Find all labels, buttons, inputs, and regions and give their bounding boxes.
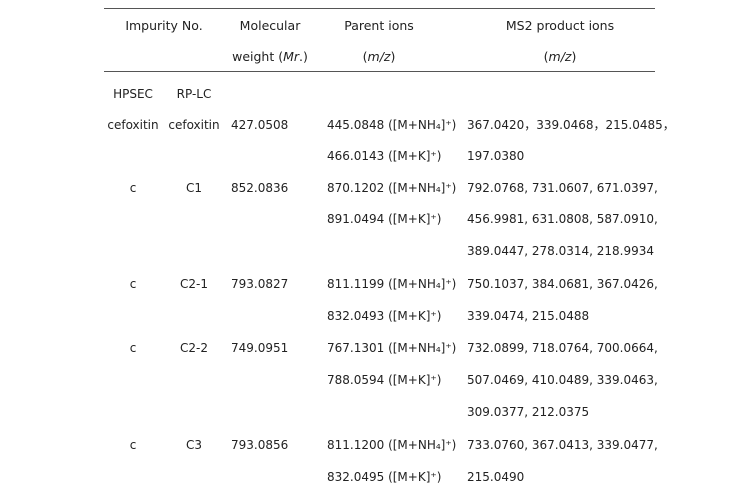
- subheader-rp-lc: RP-LC: [176, 87, 212, 101]
- header-ms2-unit: (m/z): [543, 49, 577, 64]
- row-c2-2-ms2-2: 507.0469, 410.0489, 339.0463,: [467, 373, 658, 387]
- table-header-rule: [104, 71, 655, 72]
- header-impurity-no: Impurity No.: [125, 18, 203, 33]
- row-c3-ms2-2: 215.0490: [467, 470, 525, 484]
- row-c2-2-ms2-1: 732.0899, 718.0764, 700.0664,: [467, 341, 658, 355]
- header-molecular-weight: weight (Mr.): [232, 49, 308, 64]
- row-cefoxitin-hpsec: cefoxitin: [107, 118, 159, 132]
- row-c3-rplc: C3: [185, 438, 203, 452]
- row-c3-mw: 793.0856: [231, 438, 289, 452]
- row-c2-1-ms2-1: 750.1037, 384.0681, 367.0426,: [467, 277, 658, 291]
- row-cefoxitin-mw: 427.0508: [231, 118, 289, 132]
- header-parent-ions-unit: (m/z): [362, 49, 396, 64]
- row-c3-hpsec: c: [129, 438, 137, 452]
- subheader-hpsec: HPSEC: [113, 87, 153, 101]
- row-cefoxitin-rplc: cefoxitin: [168, 118, 220, 132]
- row-cefoxitin-ms2-2: 197.0380: [467, 149, 525, 163]
- row-c2-2-hpsec: c: [129, 341, 137, 355]
- row-c2-1-mw: 793.0827: [231, 277, 289, 291]
- row-cefoxitin-ms2-1: 367.0420，339.0468，215.0485，: [467, 118, 675, 132]
- row-c2-2-parent-2: 788.0594 ([M+K]⁺): [327, 373, 442, 387]
- row-c1-ms2-3: 389.0447, 278.0314, 218.9934: [467, 244, 655, 258]
- header-parent-ions: Parent ions: [344, 18, 414, 33]
- row-c2-1-parent-2: 832.0493 ([M+K]⁺): [327, 309, 442, 323]
- row-c3-ms2-1: 733.0760, 367.0413, 339.0477,: [467, 438, 658, 452]
- row-c1-ms2-2: 456.9981, 631.0808, 587.0910,: [467, 212, 658, 226]
- row-c2-2-parent-1: 767.1301 ([M+NH₄]⁺): [327, 341, 457, 355]
- row-cefoxitin-parent-1: 445.0848 ([M+NH₄]⁺): [327, 118, 457, 132]
- row-c1-parent-1: 870.1202 ([M+NH₄]⁺): [327, 181, 457, 195]
- row-c2-2-mw: 749.0951: [231, 341, 289, 355]
- row-c2-2-rplc: C2-2: [180, 341, 208, 355]
- row-cefoxitin-parent-2: 466.0143 ([M+K]⁺): [327, 149, 442, 163]
- row-c1-hpsec: c: [129, 181, 137, 195]
- row-c2-1-ms2-2: 339.0474, 215.0488: [467, 309, 590, 323]
- row-c2-2-ms2-3: 309.0377, 212.0375: [467, 405, 590, 419]
- row-c2-1-rplc: C2-1: [180, 277, 208, 291]
- row-c1-rplc: C1: [185, 181, 203, 195]
- row-c3-parent-1: 811.1200 ([M+NH₄]⁺): [327, 438, 457, 452]
- header-ms2-product-ions: MS2 product ions: [505, 18, 615, 33]
- row-c1-parent-2: 891.0494 ([M+K]⁺): [327, 212, 442, 226]
- header-molecular: Molecular: [239, 18, 301, 33]
- row-c2-1-parent-1: 811.1199 ([M+NH₄]⁺): [327, 277, 457, 291]
- row-c1-ms2-1: 792.0768, 731.0607, 671.0397,: [467, 181, 658, 195]
- row-c3-parent-2: 832.0495 ([M+K]⁺): [327, 470, 442, 484]
- row-c1-mw: 852.0836: [231, 181, 289, 195]
- row-c2-1-hpsec: c: [129, 277, 137, 291]
- table-top-rule: [104, 8, 655, 9]
